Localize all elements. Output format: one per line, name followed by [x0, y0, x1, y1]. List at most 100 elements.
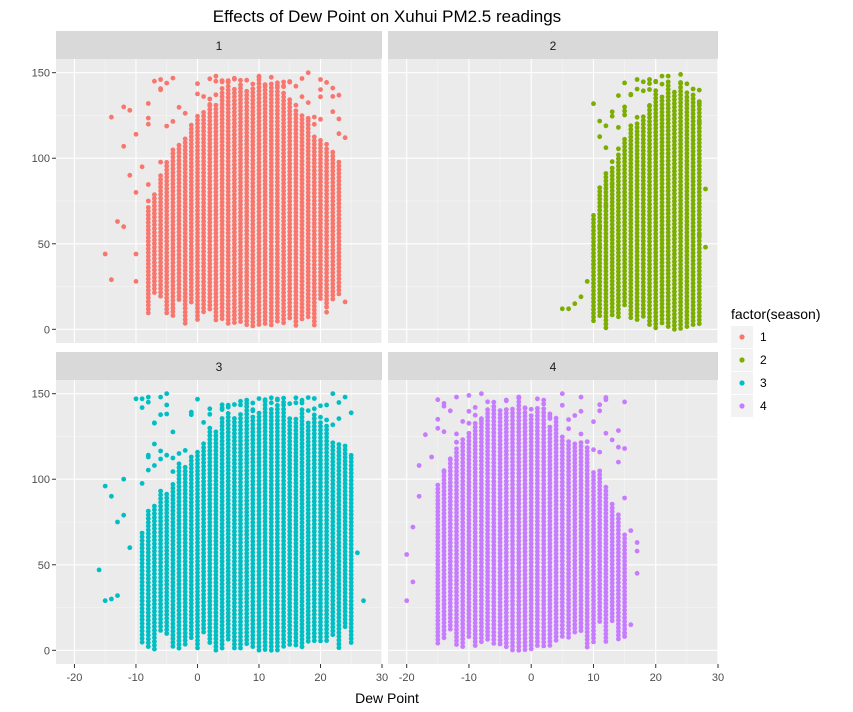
data-point — [213, 106, 219, 112]
data-point — [213, 508, 219, 514]
data-point — [225, 591, 231, 597]
data-point — [188, 627, 194, 633]
data-point — [201, 486, 207, 492]
data-point — [311, 142, 317, 147]
data-point — [176, 612, 182, 617]
data-point — [232, 135, 237, 141]
data-point — [262, 279, 268, 285]
data-point — [145, 621, 151, 627]
data-point — [640, 152, 646, 157]
data-point — [293, 153, 299, 159]
data-point — [250, 418, 256, 424]
data-point — [361, 598, 366, 604]
data-point — [684, 200, 690, 205]
data-point — [201, 475, 207, 481]
data-point — [336, 227, 342, 233]
data-point — [305, 235, 311, 241]
data-point — [256, 160, 262, 166]
data-point — [256, 243, 262, 248]
data-point — [672, 266, 677, 272]
data-point — [182, 615, 188, 621]
data-point — [164, 506, 170, 512]
data-point — [238, 472, 243, 478]
data-point — [293, 281, 299, 287]
data-point — [145, 223, 151, 229]
data-point — [275, 138, 280, 143]
data-point — [188, 205, 194, 211]
data-point — [244, 288, 250, 294]
data-point — [139, 632, 145, 638]
data-point — [647, 280, 652, 286]
data-point — [305, 257, 311, 263]
data-point — [690, 235, 696, 241]
data-point — [293, 289, 299, 294]
data-point — [219, 487, 225, 493]
data-point — [164, 499, 170, 505]
data-point — [232, 468, 237, 474]
data-point — [158, 278, 164, 284]
data-point — [336, 204, 342, 210]
data-point — [195, 491, 200, 496]
data-point — [170, 625, 176, 630]
data-point — [164, 220, 170, 226]
data-point — [305, 288, 311, 293]
data-point — [275, 269, 280, 275]
data-point — [250, 614, 256, 619]
data-point — [256, 96, 262, 102]
data-point — [232, 532, 237, 538]
data-point — [262, 302, 268, 308]
data-point — [324, 157, 329, 163]
data-point — [622, 182, 627, 187]
facet-points-3 — [96, 391, 366, 653]
data-point — [672, 183, 677, 189]
data-point — [232, 491, 237, 497]
data-point — [145, 238, 151, 244]
data-point — [207, 171, 213, 177]
data-point — [572, 301, 578, 307]
data-point — [665, 79, 671, 85]
data-point — [201, 614, 207, 620]
data-point — [225, 121, 231, 127]
data-point — [213, 178, 219, 184]
data-point — [201, 204, 207, 209]
data-point — [311, 187, 317, 193]
data-point — [665, 135, 671, 141]
data-point — [640, 189, 646, 195]
data-point — [696, 238, 702, 244]
data-point — [213, 148, 219, 153]
data-point — [219, 419, 225, 425]
data-point — [330, 270, 336, 275]
data-point — [293, 131, 299, 136]
data-point — [299, 94, 305, 100]
data-point — [640, 257, 646, 263]
data-point — [182, 638, 188, 643]
data-point — [441, 429, 447, 435]
data-point — [250, 474, 256, 480]
data-point — [164, 224, 170, 229]
data-point — [195, 513, 200, 519]
data-point — [145, 632, 151, 638]
data-point — [616, 261, 621, 267]
data-point — [244, 265, 250, 271]
data-point — [659, 211, 665, 217]
data-point — [634, 144, 640, 149]
data-point — [238, 491, 243, 497]
data-point — [102, 483, 108, 489]
data-point — [164, 627, 170, 633]
data-point — [281, 297, 286, 303]
data-point — [225, 193, 231, 198]
data-point — [164, 616, 170, 621]
data-point — [293, 195, 299, 200]
data-point — [275, 80, 280, 86]
data-point — [213, 497, 219, 503]
facet-strip-1 — [56, 31, 382, 59]
data-point — [653, 310, 659, 316]
data-point — [176, 210, 182, 216]
data-point — [164, 544, 170, 550]
data-point — [628, 92, 634, 98]
data-point — [219, 611, 225, 617]
data-point — [164, 80, 170, 86]
data-point — [690, 175, 696, 181]
data-point — [133, 251, 139, 257]
data-point — [262, 223, 268, 229]
